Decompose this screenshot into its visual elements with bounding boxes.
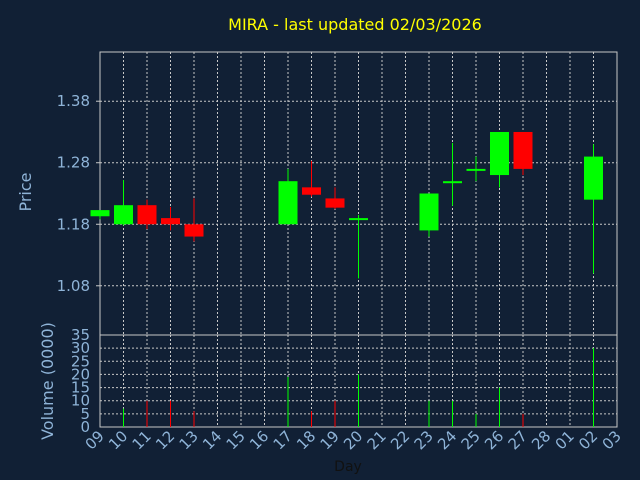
candle-body — [443, 181, 462, 184]
candlestick-series — [90, 131, 603, 279]
volume-y-tick-label: 0 — [80, 418, 90, 436]
x-tick-label: 12 — [152, 427, 178, 453]
x-tick-label: 01 — [552, 427, 578, 453]
x-tick-label: 20 — [340, 427, 366, 453]
candle-body — [161, 218, 180, 225]
candle-body — [278, 181, 298, 225]
x-tick-label: 21 — [364, 427, 390, 453]
volume-y-tick-label: 10 — [71, 392, 90, 410]
x-axis-tick-labels: 0910111213141516171819202122232425262728… — [82, 427, 625, 453]
candle-body — [419, 193, 439, 231]
x-tick-label: 03 — [599, 427, 625, 453]
volume-y-tick-label: 25 — [71, 352, 90, 370]
candle-body — [466, 168, 486, 171]
volume-y-tick-label: 15 — [71, 379, 90, 397]
candle-body — [490, 131, 509, 176]
candle-body — [584, 156, 603, 200]
volume-y-tick-label: 35 — [71, 326, 90, 344]
x-tick-label: 15 — [223, 427, 249, 453]
chart-title: MIRA - last updated 02/03/2026 — [228, 15, 482, 34]
x-tick-label: 23 — [411, 427, 437, 453]
x-tick-label: 28 — [528, 427, 554, 453]
candle-body — [184, 224, 204, 237]
candle-body — [513, 131, 533, 169]
candle-body — [114, 205, 133, 225]
volume-y-tick-label: 20 — [71, 365, 90, 383]
x-tick-label: 24 — [434, 427, 460, 453]
x-tick-label: 19 — [317, 427, 343, 453]
x-tick-label: 10 — [105, 427, 131, 453]
price-panel: 1.08 1.18 1.28 1.38 Price — [16, 51, 618, 336]
x-tick-label: 22 — [387, 427, 413, 453]
price-y-tick-label: 1.18 — [57, 215, 90, 233]
volume-bar-series — [123, 348, 594, 427]
x-tick-label: 11 — [129, 427, 155, 453]
x-axis-label: Day — [334, 459, 362, 475]
candle-body — [137, 205, 157, 225]
x-tick-label: 13 — [176, 427, 202, 453]
x-tick-label: 17 — [270, 427, 296, 453]
candle-body — [325, 198, 345, 208]
price-y-tick-label: 1.08 — [57, 277, 90, 295]
x-tick-label: 27 — [505, 427, 531, 453]
volume-y-tick-label: 5 — [80, 405, 90, 423]
candle-body — [90, 210, 110, 217]
x-tick-label: 26 — [481, 427, 507, 453]
x-tick-label: 18 — [293, 427, 319, 453]
price-axis-label: Price — [16, 172, 35, 211]
candle-body — [302, 187, 321, 195]
x-tick-label: 25 — [458, 427, 484, 453]
x-tick-label: 02 — [575, 427, 601, 453]
candle-body — [349, 218, 368, 221]
price-y-tick-label: 1.38 — [57, 92, 90, 110]
x-tick-label: 16 — [246, 427, 272, 453]
price-grid — [100, 52, 617, 335]
volume-axis-label: Volume (0000) — [38, 322, 57, 440]
price-y-tick-label: 1.28 — [57, 154, 90, 172]
volume-y-tick-label: 30 — [71, 339, 90, 357]
x-tick-label: 14 — [199, 427, 225, 453]
price-y-tick-labels: 1.08 1.18 1.28 1.38 — [57, 92, 100, 295]
